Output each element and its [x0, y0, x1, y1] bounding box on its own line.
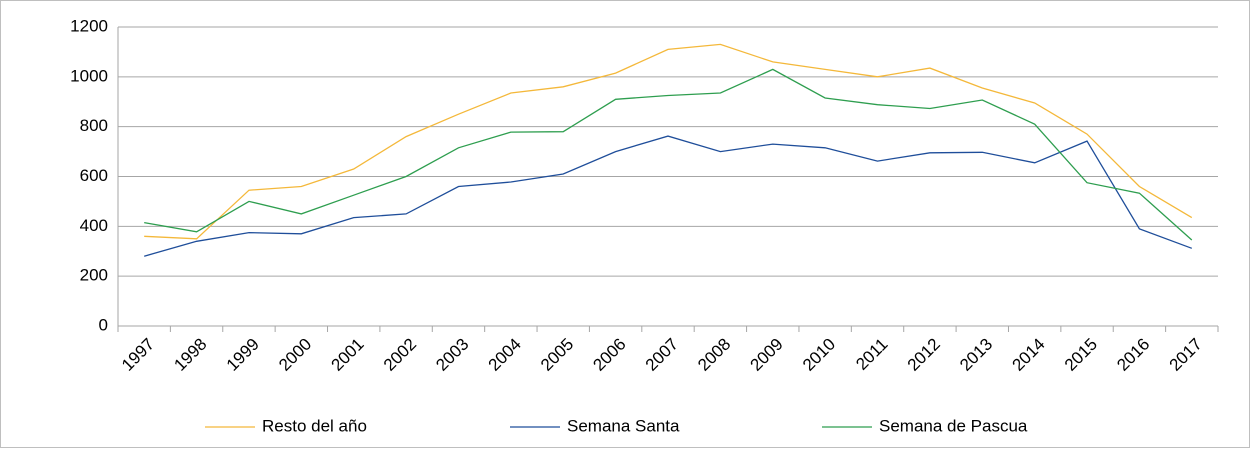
y-tick-label: 400 [80, 216, 108, 235]
legend-label: Resto del año [262, 416, 367, 435]
y-tick-label: 0 [99, 315, 108, 334]
series-line [144, 135, 1193, 257]
y-tick-label: 1000 [70, 66, 108, 85]
y-tick-label: 800 [80, 116, 108, 135]
legend-label: Semana Santa [567, 416, 680, 435]
series-line [144, 68, 1193, 241]
series-line [144, 43, 1193, 240]
y-tick-label: 200 [80, 266, 108, 285]
y-tick-label: 600 [80, 166, 108, 185]
legend-label: Semana de Pascua [879, 416, 1028, 435]
y-tick-label: 1200 [70, 16, 108, 35]
